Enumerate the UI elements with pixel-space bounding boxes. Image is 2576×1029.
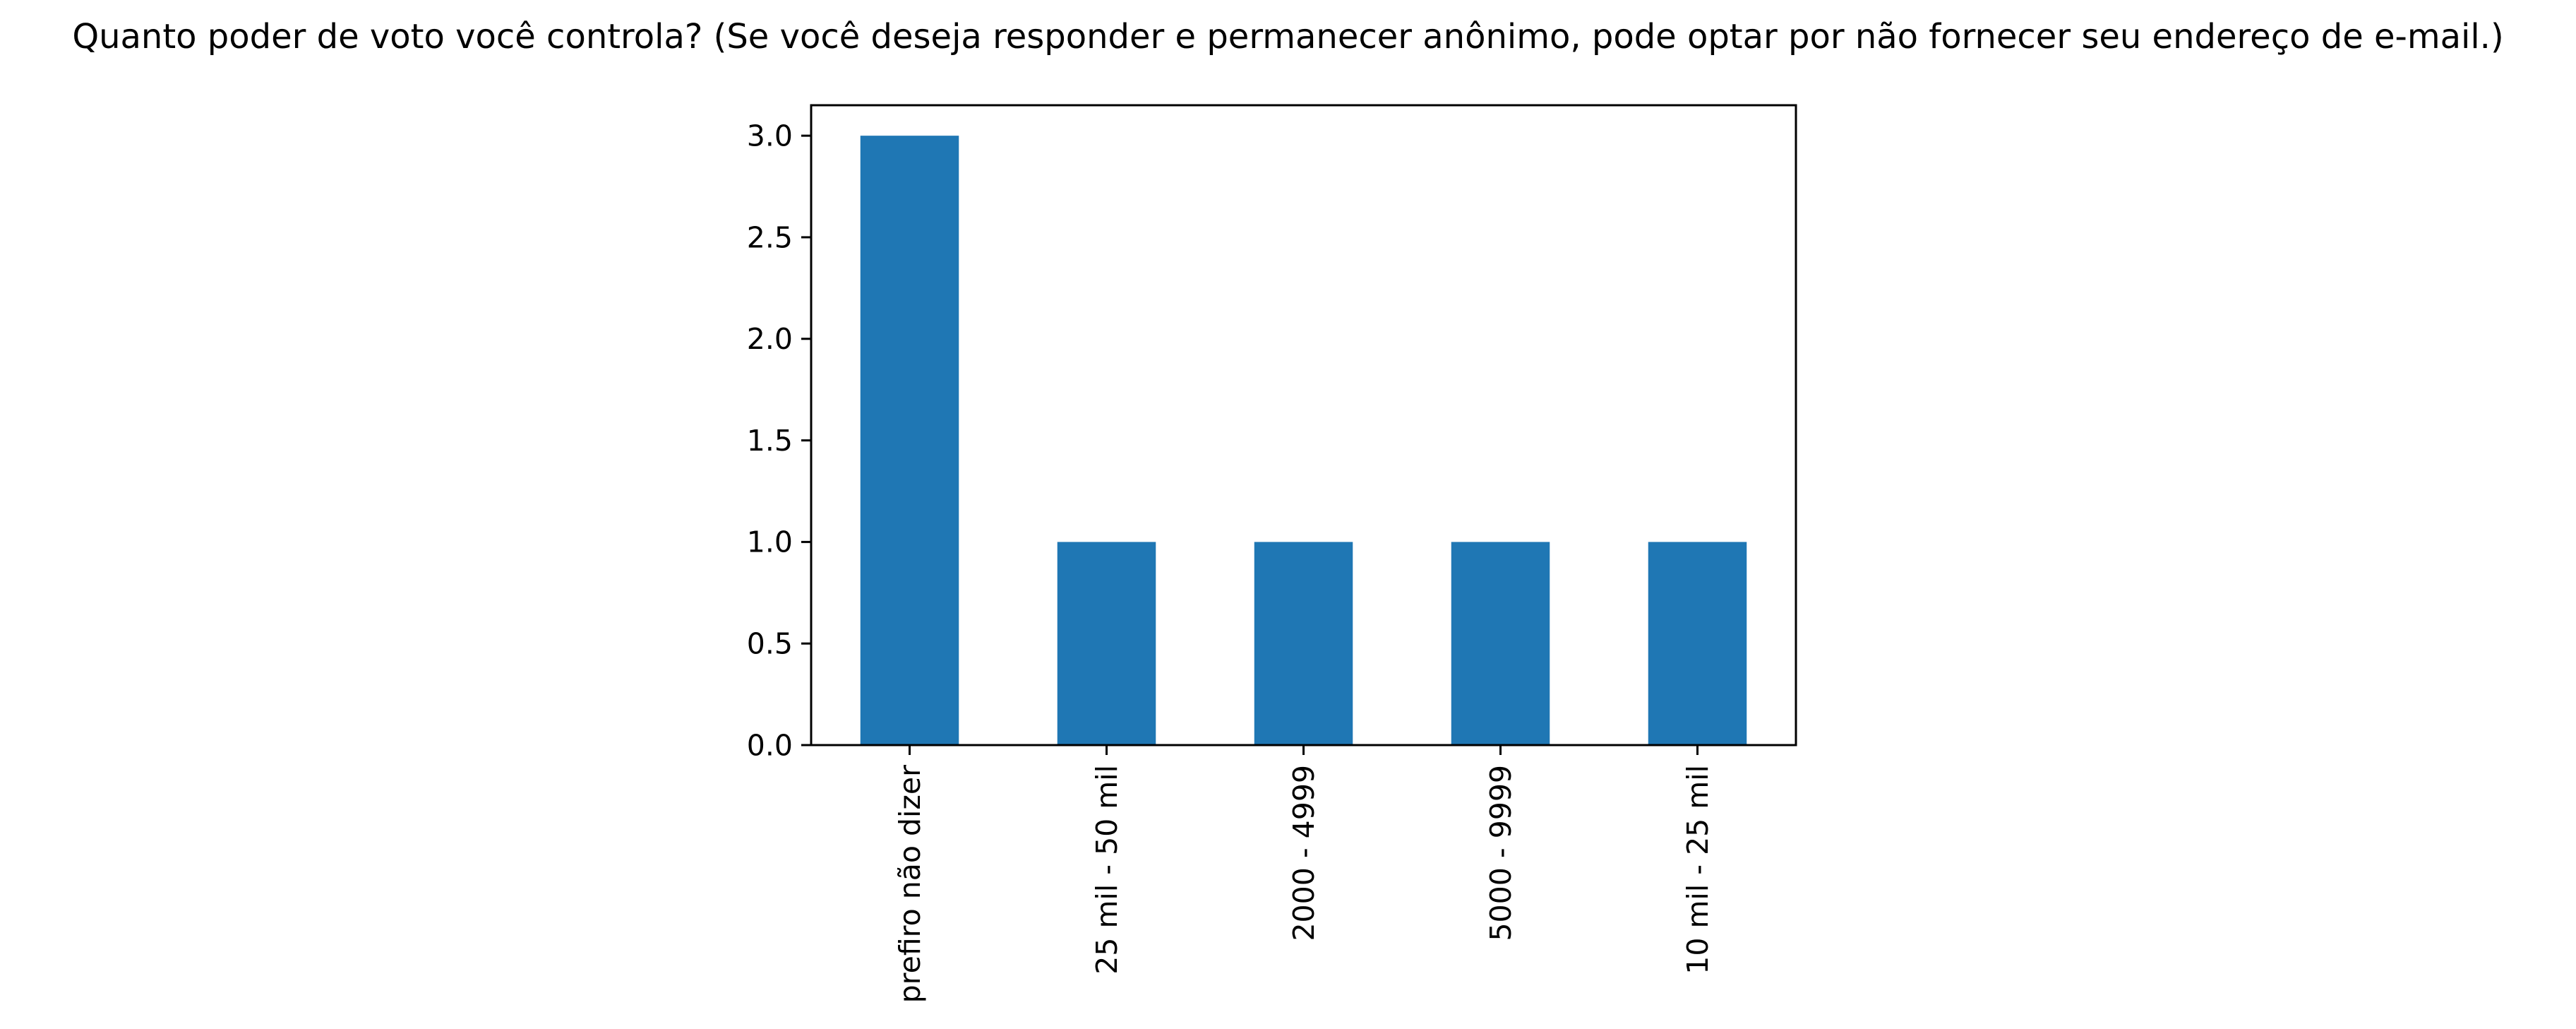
x-tick-label: 10 mil - 25 mil (1681, 765, 1715, 975)
y-axis: 0.0 0.5 1.0 1.5 2.0 2.5 3.0 (747, 119, 811, 762)
y-tick-label: 3.0 (747, 119, 793, 153)
bars-group (860, 136, 1747, 745)
x-tick-label: 25 mil - 50 mil (1090, 765, 1124, 975)
plot-area-frame (810, 104, 1797, 747)
y-tick-label: 1.0 (747, 525, 793, 559)
x-tick-label: 2000 - 4999 (1287, 765, 1321, 941)
y-tick-label: 0.5 (747, 627, 793, 661)
bar-3 (1451, 542, 1550, 745)
bar-0 (860, 136, 959, 745)
y-tick-label: 0.0 (747, 728, 793, 762)
x-tick-label: prefiro não dizer (893, 765, 927, 1003)
x-tick-label: 5000 - 9999 (1484, 765, 1518, 941)
x-axis: prefiro não dizer 25 mil - 50 mil 2000 - 4… (893, 745, 1715, 1003)
y-tick-label: 2.0 (747, 322, 793, 356)
y-tick-label: 2.5 (747, 220, 793, 254)
chart-title: Quanto poder de voto você controla? (Se … (72, 17, 2503, 56)
bar-2 (1254, 542, 1353, 745)
y-tick-label: 1.5 (747, 424, 793, 458)
bar-1 (1057, 542, 1156, 745)
bar-4 (1648, 542, 1747, 745)
